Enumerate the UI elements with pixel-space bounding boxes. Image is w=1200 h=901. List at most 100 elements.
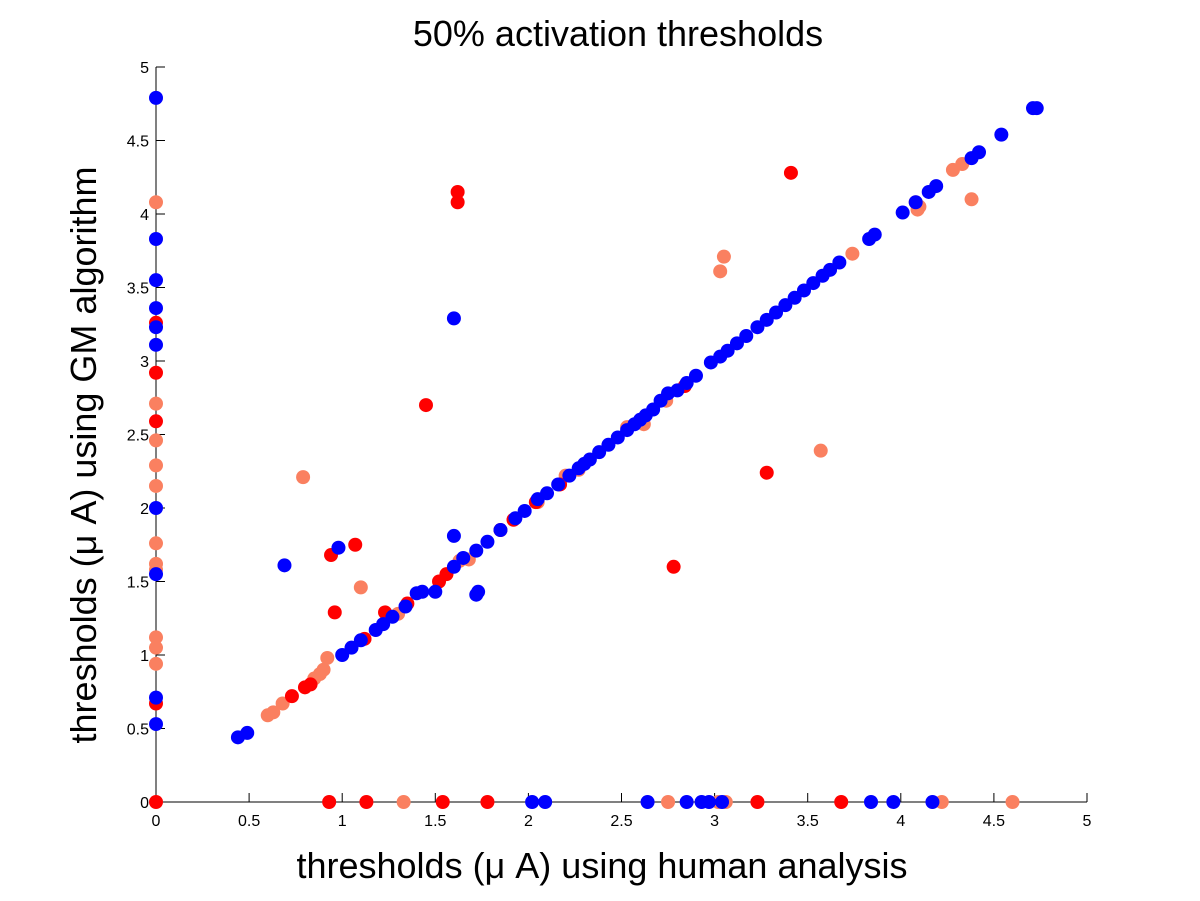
x-tick-label: 0.5 [238, 813, 260, 830]
x-tick-label: 2 [524, 813, 533, 830]
y-tick-label: 5 [140, 60, 149, 77]
data-point [266, 705, 281, 720]
data-point [661, 795, 676, 809]
data-point [353, 633, 368, 648]
x-tick-label: 0 [152, 813, 161, 830]
y-axis-label: thresholds (μ A) using GM algorithm [63, 167, 104, 744]
data-point [149, 90, 163, 105]
data-point [716, 249, 731, 264]
data-point [149, 717, 163, 732]
data-point [284, 689, 299, 704]
data-point [908, 195, 923, 210]
x-tick-label: 4.5 [983, 813, 1005, 830]
data-point [540, 486, 555, 501]
y-tick-label: 3 [140, 354, 149, 371]
x-tick-label: 1.5 [424, 813, 446, 830]
data-point [359, 795, 374, 809]
data-point [750, 795, 765, 809]
data-point [480, 795, 495, 809]
x-ticks: 0 0.5 1 1.5 2 2.5 3 3.5 4 4.5 5 [152, 793, 1092, 830]
data-point [327, 605, 342, 620]
data-point [331, 540, 346, 555]
data-point [149, 365, 163, 380]
data-point [149, 195, 163, 210]
data-point [886, 795, 901, 809]
data-point [149, 433, 163, 448]
data-point [925, 795, 940, 809]
data-point [149, 536, 163, 551]
data-point [666, 559, 681, 574]
x-tick-label: 4 [896, 813, 905, 830]
data-point [739, 329, 754, 344]
data-point [480, 534, 495, 549]
data-point [428, 584, 443, 599]
y-tick-label: 2 [140, 501, 149, 518]
data-point [398, 599, 413, 614]
data-point [1029, 101, 1044, 116]
data-point [864, 795, 879, 809]
data-point [149, 690, 163, 705]
data-point [149, 795, 163, 809]
data-point [759, 465, 774, 480]
x-tick-label: 2.5 [610, 813, 632, 830]
y-tick-label: 0 [140, 795, 149, 812]
data-point [845, 246, 860, 261]
data-point [316, 662, 331, 677]
data-point [456, 550, 471, 565]
data-point [471, 584, 486, 599]
y-tick-label: 0.5 [127, 722, 149, 739]
y-tick-label: 3.5 [127, 281, 149, 298]
chart-title: 50% activation thresholds [413, 13, 823, 54]
data-point [296, 470, 311, 485]
data-point [149, 501, 163, 515]
data-point [688, 368, 703, 383]
data-point [867, 227, 882, 242]
y-ticks: 0 0.5 1 1.5 2 2.5 3 3.5 4 4.5 5 [127, 60, 165, 812]
data-point [149, 640, 163, 655]
data-point [972, 145, 987, 160]
data-point [149, 567, 163, 582]
data-point [149, 478, 163, 493]
data-points [149, 90, 1044, 809]
x-tick-label: 1 [338, 813, 347, 830]
data-point [149, 630, 163, 645]
data-point [149, 656, 163, 671]
data-point [469, 543, 484, 558]
data-point [1005, 795, 1020, 809]
data-point [525, 795, 540, 809]
data-point [446, 528, 461, 543]
data-point [834, 795, 849, 809]
data-point [353, 580, 368, 595]
data-point [320, 650, 335, 665]
data-point [415, 584, 430, 599]
data-point [396, 795, 411, 809]
data-point [964, 192, 979, 207]
data-point [813, 443, 828, 458]
data-point [713, 264, 728, 279]
data-point [551, 477, 566, 492]
data-point [149, 414, 163, 429]
data-point [493, 523, 508, 538]
x-tick-label: 3 [710, 813, 719, 830]
data-point [715, 795, 730, 809]
data-point [450, 195, 465, 210]
data-point [679, 795, 694, 809]
data-point [895, 205, 910, 220]
data-point [994, 127, 1009, 142]
data-point [832, 255, 847, 270]
data-point [640, 795, 655, 809]
y-tick-label: 1.5 [127, 575, 149, 592]
y-tick-label: 4.5 [127, 134, 149, 151]
y-tick-label: 4 [140, 207, 149, 224]
data-point [149, 273, 163, 288]
data-point [303, 677, 318, 692]
data-point [446, 559, 461, 574]
y-tick-label: 1 [140, 648, 149, 665]
data-point [418, 398, 433, 413]
data-point [240, 725, 255, 740]
data-point [702, 795, 717, 809]
x-tick-label: 5 [1083, 813, 1092, 830]
data-point [149, 231, 163, 246]
data-point [538, 795, 553, 809]
